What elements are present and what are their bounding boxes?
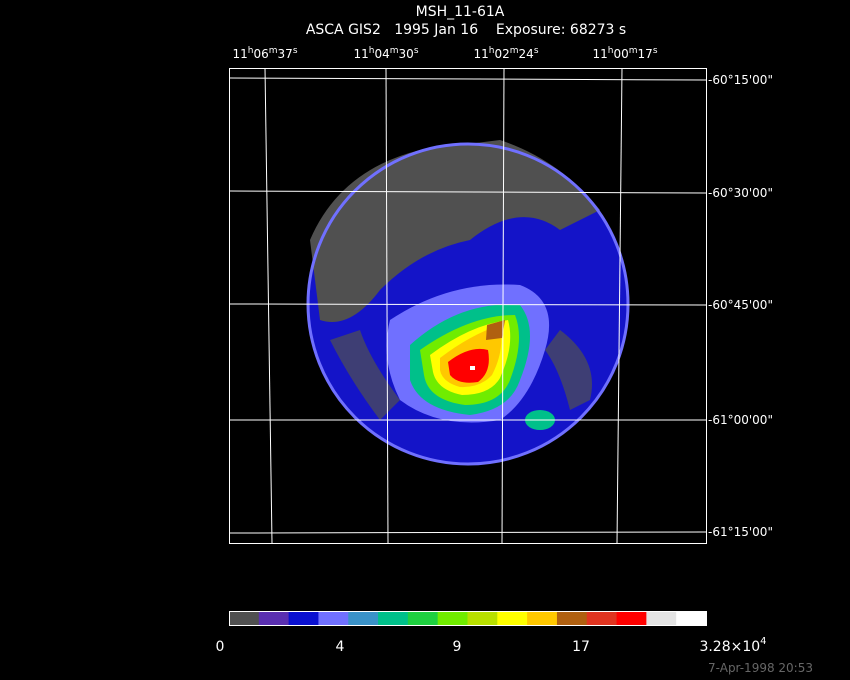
ra-label: 11h02m24s: [473, 46, 538, 61]
ra-value: 17: [638, 47, 653, 61]
ra-unit: s: [293, 46, 298, 56]
image-border: [229, 68, 707, 544]
ra-unit: s: [534, 46, 539, 56]
colorbar-swatch: [676, 611, 707, 625]
ra-value: 11: [592, 47, 607, 61]
colorbar-label: 9: [453, 639, 462, 655]
dec-label: -60°15'00": [708, 73, 773, 87]
colorbar-swatch: [378, 611, 409, 625]
colorbar-swatch: [616, 611, 647, 625]
colorbar-label: 4: [336, 639, 345, 655]
timestamp: 7-Apr-1998 20:53: [708, 661, 813, 675]
colorbar-swatch: [437, 611, 468, 625]
colorbar-swatch: [497, 611, 528, 625]
ra-label: 11h06m37s: [232, 46, 297, 61]
ra-unit: m: [390, 46, 399, 56]
ra-value: 02: [494, 47, 509, 61]
ra-unit: m: [510, 46, 519, 56]
colorbar-swatch: [527, 611, 558, 625]
ra-value: 30: [399, 47, 414, 61]
colorbar-swatch: [586, 611, 618, 625]
mantissa: 3.28×10: [699, 639, 760, 655]
ra-unit: h: [248, 46, 254, 56]
title: MSH_11-61A: [416, 4, 505, 20]
colorbar-swatch: [258, 611, 290, 625]
ra-value: 11: [473, 47, 488, 61]
dec-label: -61°00'00": [708, 413, 773, 427]
ra-unit: s: [414, 46, 419, 56]
ra-label: 11h00m17s: [592, 46, 657, 61]
ra-value: 04: [374, 47, 389, 61]
ra-value: 37: [278, 47, 293, 61]
colorbar-max-label: 3.28×104: [699, 636, 766, 655]
ra-value: 24: [519, 47, 534, 61]
ra-value: 11: [353, 47, 368, 61]
ra-unit: h: [369, 46, 375, 56]
dec-label: -60°45'00": [708, 298, 773, 312]
ra-unit: h: [608, 46, 614, 56]
colorbar-label: 0: [216, 639, 225, 655]
colorbar-swatch: [348, 611, 379, 625]
colorbar-frame: [229, 611, 707, 626]
colorbar-swatch: [229, 611, 260, 625]
ra-value: 06: [253, 47, 268, 61]
dec-label: -61°15'00": [708, 525, 773, 539]
ra-unit: h: [489, 46, 495, 56]
colorbar-swatch: [288, 611, 319, 625]
colorbar-swatch: [556, 611, 588, 625]
colorbar-swatch: [646, 611, 677, 625]
ra-value: 00: [613, 47, 628, 61]
dec-label: -60°30'00": [708, 186, 773, 200]
ra-unit: m: [269, 46, 278, 56]
subtitle: ASCA GIS2 1995 Jan 16 Exposure: 68273 s: [306, 22, 626, 38]
ra-unit: s: [653, 46, 658, 56]
colorbar-label: 17: [572, 639, 590, 655]
exponent: 4: [760, 636, 766, 647]
colorbar-swatch: [467, 611, 498, 625]
colorbar-swatch: [318, 611, 349, 625]
ra-label: 11h04m30s: [353, 46, 418, 61]
colorbar-swatch: [407, 611, 439, 625]
coordinate-grid: [228, 67, 707, 544]
ra-unit: m: [629, 46, 638, 56]
xray-image: [306, 140, 630, 466]
ra-value: 11: [232, 47, 247, 61]
